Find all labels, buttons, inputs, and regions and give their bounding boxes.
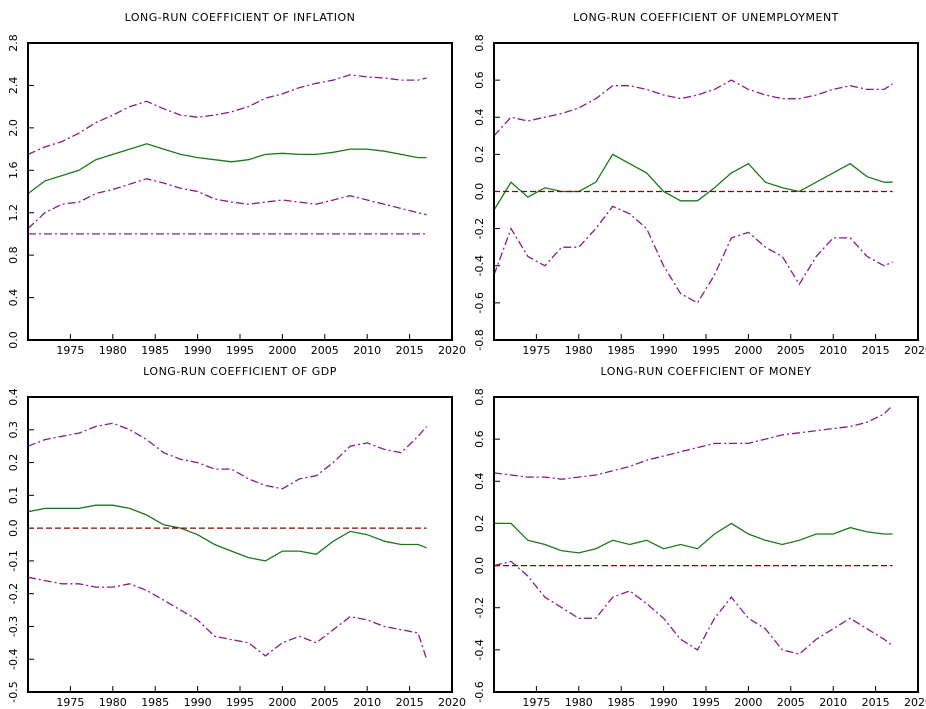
- x-tick-label: 1975: [522, 696, 550, 709]
- y-tick-label: -0.6: [473, 292, 486, 313]
- y-tick-label: 2.8: [7, 34, 20, 52]
- y-tick-label: 0.8: [7, 246, 20, 264]
- chart-title: LONG-RUN COEFFICIENT OF MONEY: [600, 365, 811, 378]
- y-tick-label: 1.2: [7, 204, 20, 222]
- x-tick-label: 1980: [99, 344, 127, 357]
- x-tick-label: 2000: [734, 344, 762, 357]
- x-tick-label: 2005: [777, 696, 805, 709]
- plot-frame: [493, 42, 919, 341]
- x-tick-label: 2020: [904, 696, 926, 709]
- plot-frame: [27, 42, 453, 341]
- x-tick-label: 2010: [353, 696, 381, 709]
- x-tick-label: 1995: [226, 696, 254, 709]
- y-tick-label: 0.2: [473, 515, 486, 533]
- x-tick-label: 1995: [692, 696, 720, 709]
- series-line: [27, 178, 427, 230]
- y-tick-label: -0.4: [7, 648, 20, 669]
- x-tick-label: 2010: [819, 344, 847, 357]
- y-tick-label: -0.6: [473, 681, 486, 702]
- x-tick-label: 2000: [268, 344, 296, 357]
- x-tick-label: 1990: [650, 344, 678, 357]
- x-tick-label: 2005: [311, 344, 339, 357]
- x-tick-label: 1990: [184, 344, 212, 357]
- y-tick-label: 0.2: [473, 146, 486, 164]
- x-tick-label: 2015: [862, 344, 890, 357]
- series-line: [493, 79, 893, 137]
- series-line: [27, 422, 428, 490]
- series-line: [493, 153, 893, 211]
- series-line: [494, 522, 893, 554]
- x-tick-label: 2020: [438, 696, 466, 709]
- y-tick-label: 0.4: [473, 109, 486, 127]
- y-tick-label: -0.8: [473, 329, 486, 350]
- y-tick-label: 0.0: [473, 183, 486, 201]
- chart-title: LONG-RUN COEFFICIENT OF UNEMPLOYMENT: [573, 11, 839, 24]
- y-tick-label: -0.4: [473, 255, 486, 276]
- x-tick-label: 1975: [56, 344, 84, 357]
- x-tick-label: 2000: [734, 696, 762, 709]
- x-tick-label: 1985: [607, 696, 635, 709]
- x-tick-label: 1980: [565, 344, 593, 357]
- y-tick-label: 2.0: [7, 119, 20, 137]
- y-tick-label: 0.6: [473, 71, 486, 89]
- y-tick-label: 0.0: [473, 557, 486, 575]
- x-tick-label: 1975: [56, 696, 84, 709]
- y-tick-label: 2.4: [7, 77, 20, 95]
- y-tick-label: 0.4: [7, 289, 20, 307]
- chart-title: LONG-RUN COEFFICIENT OF INFLATION: [125, 11, 356, 24]
- y-tick-label: 0.4: [7, 388, 20, 406]
- x-tick-label: 2010: [819, 696, 847, 709]
- x-tick-label: 2015: [396, 344, 424, 357]
- y-tick-label: -0.3: [7, 616, 20, 637]
- x-tick-label: 2005: [777, 344, 805, 357]
- x-tick-label: 2005: [311, 696, 339, 709]
- x-tick-label: 1985: [141, 696, 169, 709]
- x-tick-label: 2000: [268, 696, 296, 709]
- x-tick-label: 2020: [438, 344, 466, 357]
- series-line: [27, 143, 427, 195]
- plot-frame: [493, 396, 919, 693]
- x-tick-label: 2015: [396, 696, 424, 709]
- x-tick-label: 1980: [99, 696, 127, 709]
- x-tick-label: 1985: [607, 344, 635, 357]
- series-line: [493, 560, 893, 655]
- y-tick-label: -0.5: [7, 681, 20, 702]
- y-tick-label: 1.6: [7, 162, 20, 180]
- y-tick-label: 0.8: [473, 34, 486, 52]
- x-tick-label: 2010: [353, 344, 381, 357]
- x-tick-label: 1995: [692, 344, 720, 357]
- series-line: [27, 576, 428, 660]
- y-tick-label: 0.6: [473, 430, 486, 448]
- x-tick-label: 1990: [184, 696, 212, 709]
- x-tick-label: 1995: [226, 344, 254, 357]
- y-tick-label: 0.2: [7, 454, 20, 472]
- y-tick-label: -0.2: [473, 218, 486, 239]
- x-tick-label: 1985: [141, 344, 169, 357]
- series-line: [27, 74, 427, 155]
- y-tick-label: 0.8: [473, 388, 486, 406]
- chart-title: LONG-RUN COEFFICIENT OF GDP: [143, 365, 337, 378]
- x-tick-label: 2015: [862, 696, 890, 709]
- series-line: [493, 205, 893, 304]
- series-line: [493, 404, 894, 480]
- y-tick-label: -0.2: [473, 597, 486, 618]
- y-tick-label: 0.0: [7, 331, 20, 349]
- y-tick-label: -0.4: [473, 639, 486, 660]
- series-line: [27, 504, 427, 562]
- y-tick-label: 0.4: [473, 473, 486, 491]
- plot-frame: [27, 396, 453, 693]
- y-tick-label: -0.2: [7, 583, 20, 604]
- y-tick-label: 0.1: [7, 487, 20, 505]
- x-tick-label: 1980: [565, 696, 593, 709]
- x-tick-label: 1990: [650, 696, 678, 709]
- x-tick-label: 1975: [522, 344, 550, 357]
- y-tick-label: -0.1: [7, 550, 20, 571]
- y-tick-label: 0.3: [7, 421, 20, 439]
- y-tick-label: 0.0: [7, 519, 20, 537]
- x-tick-label: 2020: [904, 344, 926, 357]
